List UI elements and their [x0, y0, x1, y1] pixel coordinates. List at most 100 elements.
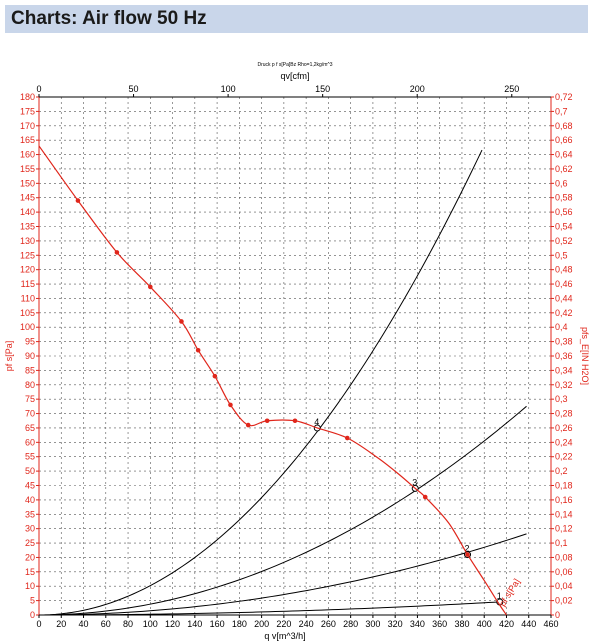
fan-curve-marker	[75, 198, 81, 203]
x-tick-label: 240	[299, 619, 314, 629]
top-tick-label: 50	[129, 84, 139, 94]
y-left-tick-label: 165	[20, 135, 35, 145]
y-left-tick-label: 35	[25, 509, 35, 519]
system-curve-3	[38, 405, 527, 616]
fan-curve-marker	[114, 250, 120, 255]
y-left-tick-label: 175	[20, 106, 35, 116]
x-tick-label: 420	[499, 619, 514, 629]
system-curves: 4 3 2 1	[38, 149, 527, 616]
x-tick-label: 360	[432, 619, 447, 629]
fan-curve-marker	[195, 347, 201, 353]
y-right-tick-label: 0,62	[555, 164, 573, 174]
y-right-tick-label: 0,06	[555, 567, 573, 577]
y-left-tick-label: 115	[21, 279, 35, 289]
y-left-tick-label: 70	[25, 409, 35, 419]
x-tick-label: 80	[123, 619, 133, 629]
y-left-tick-label: 150	[20, 178, 35, 188]
x-tick-label: 340	[410, 619, 425, 629]
y-right-tick-label: 0,2	[555, 466, 568, 476]
tick-labels: 0510152025303540455055606570758085909510…	[20, 84, 573, 629]
y-left-tick-label: 10	[25, 581, 35, 591]
header-bar: Charts: Air flow 50 Hz	[5, 5, 588, 33]
system-curve-2	[38, 533, 527, 616]
y-right-tick-label: 0,66	[555, 135, 573, 145]
x-tick-label: 0	[36, 619, 41, 629]
y-right-tick-label: 0,4	[555, 322, 568, 332]
grid	[39, 97, 551, 615]
x-tick-label: 440	[521, 619, 536, 629]
fan-curve-marker	[292, 418, 298, 424]
y-right-tick-label: 0,38	[555, 337, 573, 347]
y-right-tick-label: 0,3	[555, 394, 568, 404]
y-right-tick-label: 0,48	[555, 265, 573, 275]
fan-curve-marker	[179, 319, 184, 324]
y-right-tick-label: 0,22	[555, 452, 573, 462]
y-right-tick-label: 0,56	[555, 207, 573, 217]
y-left-tick-label: 120	[20, 265, 35, 275]
y-right-tick-label: 0,32	[555, 380, 573, 390]
y-right-tick-label: 0,6	[555, 178, 568, 188]
y-right-tick-label: 0,18	[555, 481, 573, 491]
operating-point-label-2: 2	[465, 544, 470, 554]
y-left-tick-label: 15	[25, 567, 35, 577]
y-right-tick-label: 0,12	[555, 524, 573, 534]
system-curve-4	[38, 149, 483, 616]
y-left-tick-label: 135	[20, 222, 35, 232]
y-left-tick-label: 140	[20, 207, 35, 217]
x-tick-label: 460	[543, 619, 558, 629]
x-axis-label: q v[m^3/h]	[264, 631, 305, 641]
y-left-tick-label: 170	[20, 121, 35, 131]
x-tick-label: 100	[143, 619, 158, 629]
fan-curve-marker	[148, 284, 153, 290]
y-left-tick-label: 65	[25, 423, 35, 433]
y-left-tick-label: 55	[25, 452, 35, 462]
y-left-tick-label: 75	[25, 394, 35, 404]
x-tick-label: 280	[343, 619, 358, 629]
y-right-tick-label: 0,42	[555, 308, 573, 318]
y-axis-right-label: pfs_E[IN H2O]	[580, 327, 590, 385]
y-left-tick-label: 125	[20, 250, 35, 260]
y-left-tick-label: 40	[25, 495, 35, 505]
top-tick-label: 100	[221, 84, 236, 94]
operating-point-label-1: 1	[497, 591, 502, 601]
y-right-tick-label: 0,36	[555, 351, 573, 361]
operating-point-label-4: 4	[314, 417, 319, 427]
fan-curve-marker	[264, 418, 270, 424]
y-left-tick-label: 160	[20, 150, 35, 160]
y-right-tick-label: 0,52	[555, 236, 573, 246]
page-title: Charts: Air flow 50 Hz	[11, 8, 207, 29]
y-right-tick-label: 0,64	[555, 150, 573, 160]
top-axis-label: qv[cfm]	[280, 71, 309, 81]
y-right-tick-label: 0,34	[555, 365, 573, 375]
y-right-tick-label: 0,46	[555, 279, 573, 289]
y-right-tick-label: 0,72	[555, 92, 573, 102]
y-left-tick-label: 95	[25, 337, 35, 347]
x-tick-label: 200	[254, 619, 269, 629]
x-tick-label: 120	[165, 619, 180, 629]
y-right-tick-label: 0,5	[555, 250, 568, 260]
x-tick-label: 260	[321, 619, 336, 629]
x-tick-label: 40	[79, 619, 89, 629]
y-left-tick-label: 180	[20, 92, 35, 102]
fan-curve-marker	[212, 373, 218, 379]
fan-curve-group	[38, 145, 507, 616]
y-right-tick-label: 0,14	[555, 509, 573, 519]
y-left-tick-label: 110	[21, 293, 35, 303]
top-tick-label: 200	[410, 84, 425, 94]
y-left-tick-label: 45	[25, 481, 35, 491]
fan-curve	[38, 145, 507, 616]
x-tick-label: 60	[101, 619, 111, 629]
y-left-tick-label: 155	[20, 164, 35, 174]
y-right-tick-label: 0	[555, 610, 560, 620]
fan-curve-marker	[465, 552, 470, 557]
y-right-tick-label: 0,54	[555, 222, 573, 232]
y-right-tick-label: 0,24	[555, 437, 573, 447]
x-tick-label: 320	[388, 619, 403, 629]
chart-title: Druck p f s[Pa]Bz Rho=1,2kg/m^3	[257, 62, 332, 68]
top-tick-label: 0	[36, 84, 41, 94]
y-right-tick-label: 0,1	[555, 538, 568, 548]
y-right-tick-label: 0,68	[555, 121, 573, 131]
x-tick-label: 180	[232, 619, 247, 629]
y-left-tick-label: 60	[25, 437, 35, 447]
